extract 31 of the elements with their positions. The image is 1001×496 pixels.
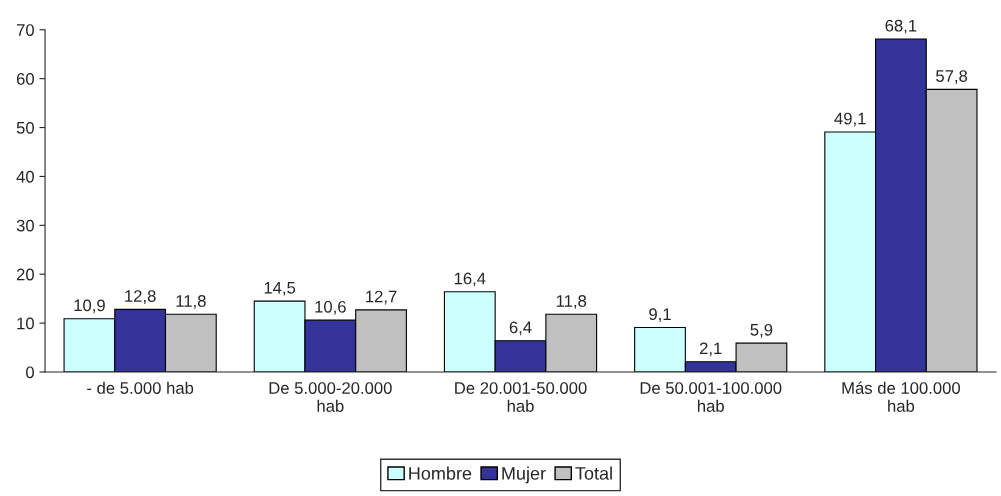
- data-label: 57,8: [936, 70, 968, 84]
- y-tick-label: 10: [17, 317, 34, 330]
- y-tick-label: 40: [16, 170, 34, 183]
- data-label: 16,4: [454, 272, 486, 287]
- data-label: 12,8: [125, 290, 156, 304]
- y-tick-label: 30: [16, 219, 34, 232]
- x-tick-label: De 5.000-20.000 hab: [269, 382, 392, 412]
- x-tick-label: De 50.001-100.000 hab: [640, 382, 782, 412]
- y-tick-label: 70: [16, 24, 34, 36]
- y-tick-label: 60: [16, 73, 34, 85]
- data-label: 2,1: [699, 342, 722, 357]
- data-label: 12,7: [366, 290, 397, 305]
- data-label: 14,5: [264, 282, 296, 296]
- data-label: 49,1: [834, 112, 866, 127]
- data-label: 11,8: [556, 295, 587, 309]
- data-label: 6,4: [509, 321, 532, 336]
- x-tick-label: De 20.001-50.000 hab: [455, 382, 587, 412]
- y-tick-label: 0: [26, 366, 34, 379]
- data-label: 9,1: [649, 308, 671, 323]
- data-label: 68,1: [885, 19, 917, 34]
- legend-label: Hombre: [409, 466, 472, 480]
- x-tick-label: Más de 100.000 hab: [842, 381, 961, 412]
- data-label: 11,8: [176, 295, 206, 309]
- y-tick-label: 20: [16, 268, 34, 281]
- legend-label: Mujer: [502, 466, 546, 484]
- y-tick-label: 50: [16, 121, 34, 134]
- legend-label: Total: [575, 466, 612, 480]
- data-label: 5,9: [750, 323, 773, 338]
- data-label: 10,6: [315, 300, 346, 315]
- x-tick-label: - de 5.000 hab: [87, 381, 194, 394]
- data-label: 10,9: [74, 299, 105, 314]
